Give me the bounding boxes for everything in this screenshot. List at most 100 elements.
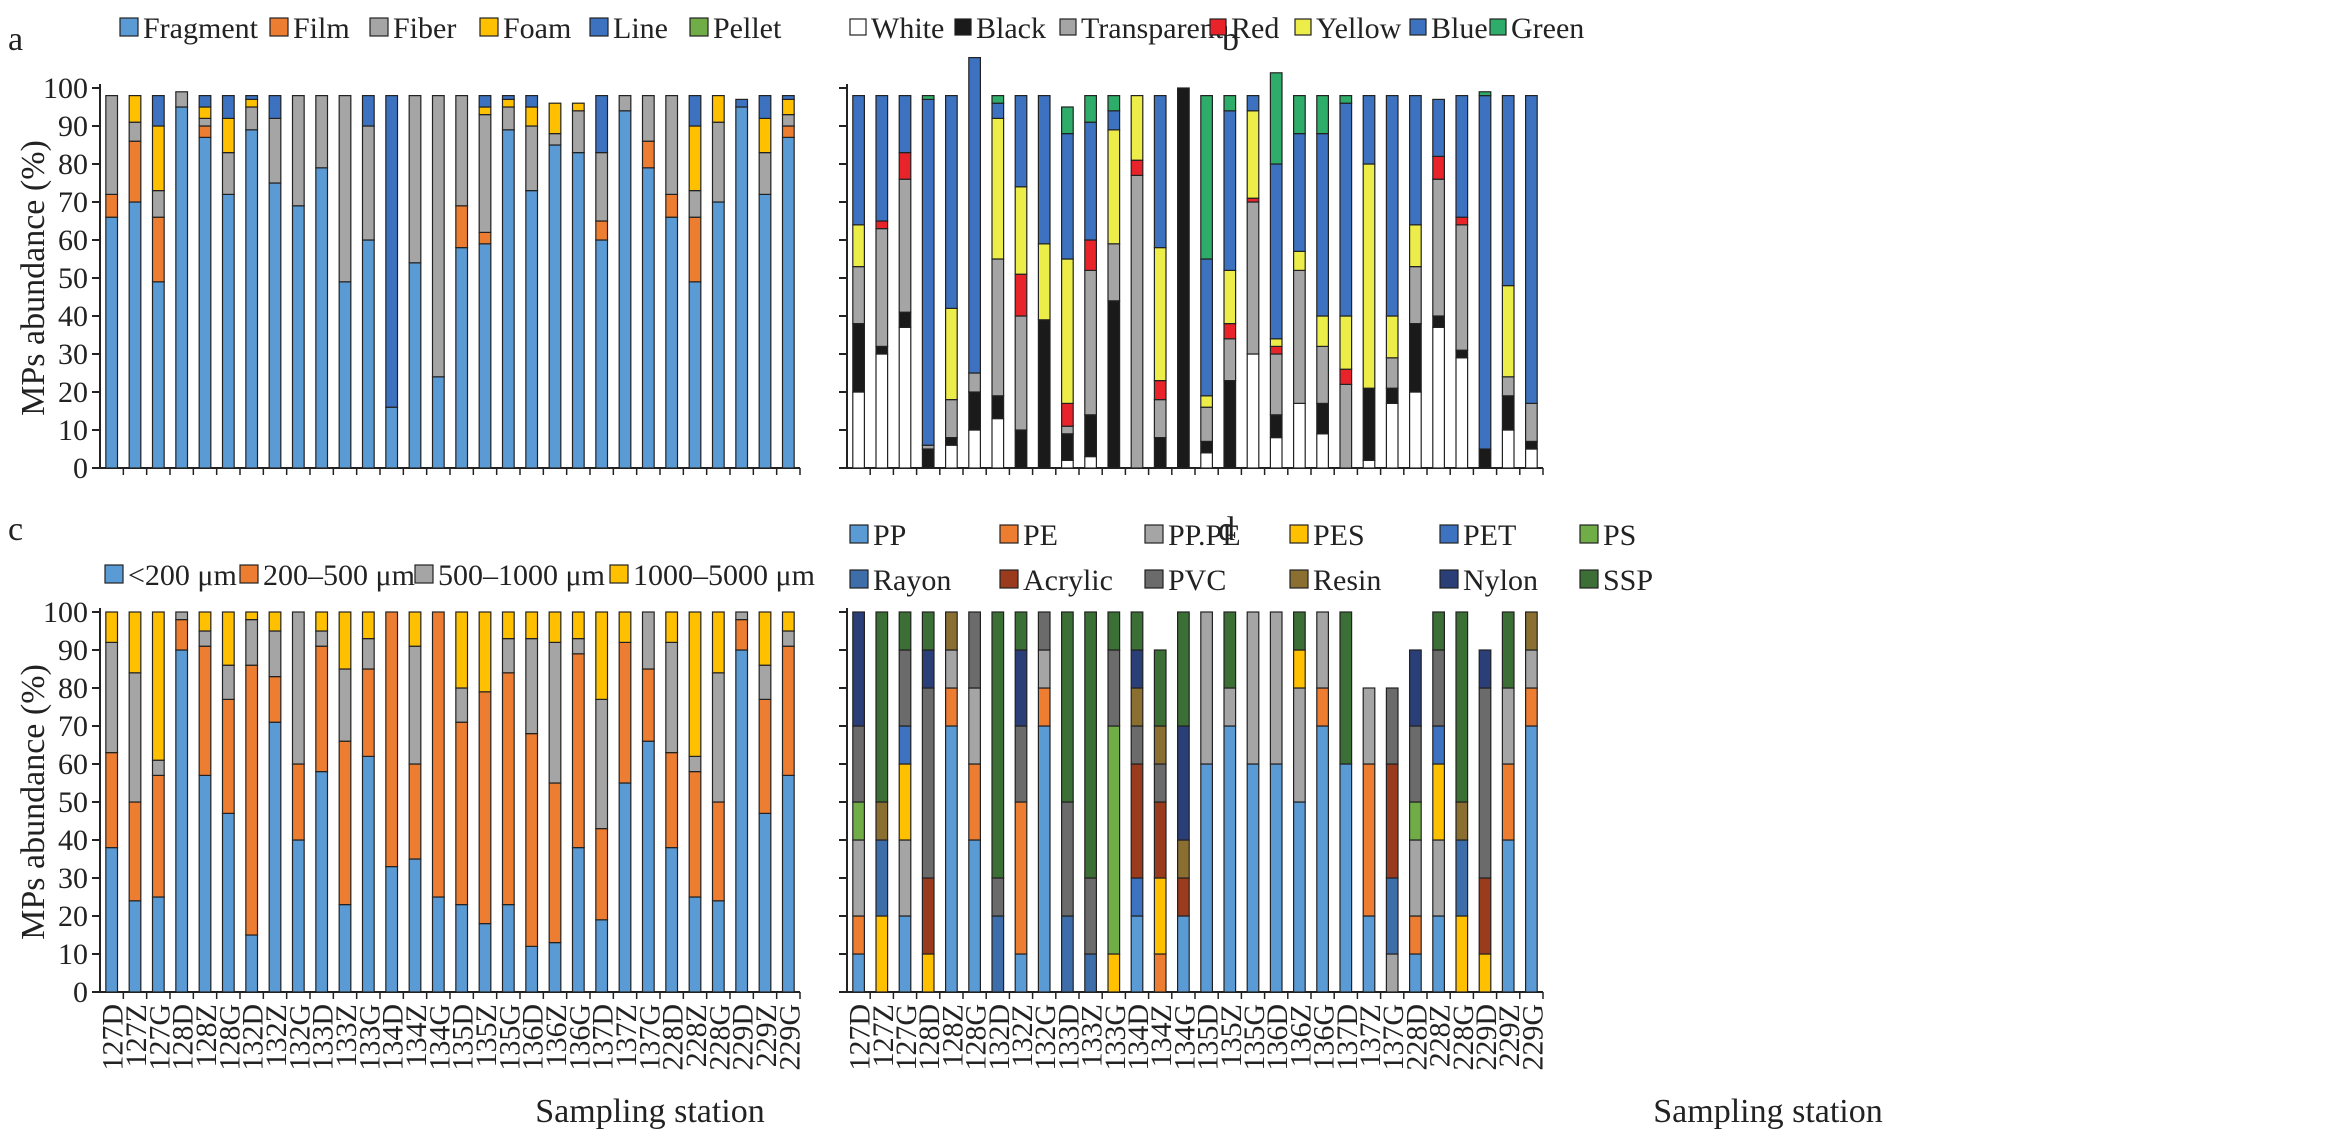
bar-segment-127D-Blue [852, 94, 865, 226]
bar-segment-127Z-Blue [875, 94, 889, 222]
bar-segment-136D-1000-5000-m [525, 611, 539, 640]
y-tick-label: 70 [58, 186, 88, 219]
panel-b-color-chart: White Black Transparent Red Yellow Blue Green [839, 12, 1584, 475]
bar-segment-135Z-SSP [1223, 611, 1237, 689]
bar-segment-228Z-1000-5000-m [688, 611, 702, 757]
bar-segment-136D--200-m [525, 945, 539, 993]
bar-segment-128Z-Transparent [944, 399, 958, 439]
legend-swatch-Nylon [1439, 569, 1459, 589]
bar-segment-229G-Fragment [781, 136, 795, 469]
bar-segment-137G--200-m [641, 740, 655, 993]
bar-segment-137D-200-500-m [595, 827, 609, 921]
bar-segment-132G-PP-PE [1037, 649, 1051, 689]
bar-segment-127G-PES [898, 763, 912, 841]
bar-segment-128Z-500-1000-m [198, 630, 212, 647]
bar-segment-229G-Line [781, 94, 795, 100]
bar-segment-133G-Green [1107, 94, 1121, 112]
bar-segment-229Z-Line [758, 94, 772, 119]
bar-segment-135Z-Transparent [1223, 338, 1237, 382]
bar-segment-133D-White [1060, 459, 1074, 469]
y-axis-title-a: MPs abundance (%) [15, 140, 52, 416]
bar-segment-136G-PE [1316, 687, 1330, 727]
bar-segment-132Z-Fragment [268, 182, 282, 469]
bar-segment-128Z-Fiber [198, 117, 212, 127]
bar-segment-137G-Film [641, 140, 655, 169]
bar-segment-132G-500-1000-m [291, 611, 305, 765]
bar-segment-128D-Black [921, 448, 935, 469]
bar-segment-133D-Blue [1060, 133, 1074, 260]
bar-segment-228D-PVC [1408, 725, 1422, 803]
bar-segment-127D-500-1000-m [105, 641, 119, 754]
legend-swatch-1000-5000-m [609, 564, 629, 584]
bar-segment-128G-Blue [968, 56, 981, 374]
bar-segment-128Z--200-m [198, 774, 212, 993]
x-tick-label-133Z: 133Z [330, 1004, 363, 1067]
bar-segment-229D-PVC [1478, 687, 1492, 879]
bar-segment-229Z-Black [1501, 395, 1515, 431]
bar-segment-136Z-Foam [548, 102, 562, 135]
bar-segment-228Z-PET [1432, 725, 1446, 765]
bar-segment-133D-Red [1060, 402, 1074, 427]
bar-segment-128G-1000-5000-m [221, 611, 235, 666]
bar-segment-135Z-Black [1223, 380, 1237, 469]
y-tick-label: 50 [58, 786, 88, 819]
legend-swatch-White [849, 18, 867, 36]
bar-segment-228Z-Red [1432, 155, 1446, 180]
x-tick-label-229G: 229G [1516, 1004, 1549, 1071]
bar-segment-132Z-Transparent [1014, 315, 1028, 431]
x-tick-label-127Z: 127Z [867, 1004, 900, 1067]
bar-segment-137D-Film [595, 220, 609, 241]
bar-segment-133D--200-m [315, 770, 329, 993]
bar-segment-127G-1000-5000-m [151, 611, 165, 761]
bar-segment-135G-Line [501, 94, 515, 100]
bar-segment-135D-PP-PE [1200, 611, 1214, 765]
bar-segment-137G-Transparent [1385, 357, 1399, 389]
bar-segment-228D-Black [1408, 323, 1422, 393]
bar-segment-135G-Transparent [1246, 201, 1260, 355]
bar-segment-229Z-Blue [1501, 94, 1515, 287]
bar-segment-133G-SSP [1107, 611, 1121, 651]
bar-segment-133G-500-1000-m [361, 637, 375, 670]
bar-segment-135Z-Fragment [478, 243, 492, 469]
bar-segment-127Z-Foam [128, 94, 142, 123]
legend-swatch-Yellow [1294, 18, 1312, 36]
bar-segment-228Z-PP-PE [1432, 839, 1446, 917]
bar-segment-128Z-Black [944, 437, 958, 446]
bar-segment-134G-Fragment [431, 376, 445, 469]
bar-segment-132D-PVC [991, 877, 1005, 917]
bar-segment-127G-Film [151, 216, 165, 283]
bar-segment-133Z-Fragment [338, 281, 352, 469]
bar-segment-137D-500-1000-m [595, 698, 609, 830]
bar-segment-133G-Transparent [1107, 243, 1121, 302]
bar-segment-135D-Transparent [1200, 406, 1214, 443]
bar-segment-228G-1000-5000-m [711, 611, 725, 674]
x-tick-label-134Z: 134Z [400, 1004, 433, 1067]
bar-segment-134D-PVC [1130, 725, 1144, 765]
bar-segment-127D-1000-5000-m [105, 611, 119, 643]
bar-segment-229G-200-500-m [781, 645, 795, 777]
bar-segment-137Z-Black [1362, 387, 1376, 462]
bar-segment-136G-Fragment [571, 152, 585, 469]
bar-segment-228G-Blue [1455, 94, 1469, 218]
bar-segment-228D-200-500-m [665, 751, 679, 849]
bar-segment-229Z-500-1000-m [758, 664, 772, 701]
bar-segment-133Z--200-m [338, 903, 352, 993]
bar-segment-127D-PP [852, 953, 865, 993]
legend-label-Pellet: Pellet [713, 12, 782, 45]
bar-segment-133D-Black [1060, 433, 1074, 461]
legend-label-Foam: Foam [503, 12, 571, 45]
x-tick-label-135G: 135G [1238, 1004, 1271, 1071]
legend-swatch-Foam [479, 17, 499, 37]
bar-segment-137G-Black [1385, 387, 1399, 405]
bar-segment-132Z-SSP [1014, 611, 1028, 651]
bar-segment-136G-PP-PE [1316, 611, 1330, 689]
bar-segment-134D-200-500-m [385, 611, 399, 868]
bar-segment-134D--200-m [385, 865, 399, 993]
bar-segment-134Z-Black [1153, 437, 1167, 469]
bar-segment-229Z-PE [1501, 763, 1515, 841]
x-tick-label-136Z: 136Z [1284, 1004, 1317, 1067]
bar-segment-133G-Fragment [361, 239, 375, 469]
bar-segment-137Z-Yellow [1362, 163, 1376, 389]
x-tick-label-134G: 134G [1168, 1004, 1201, 1071]
